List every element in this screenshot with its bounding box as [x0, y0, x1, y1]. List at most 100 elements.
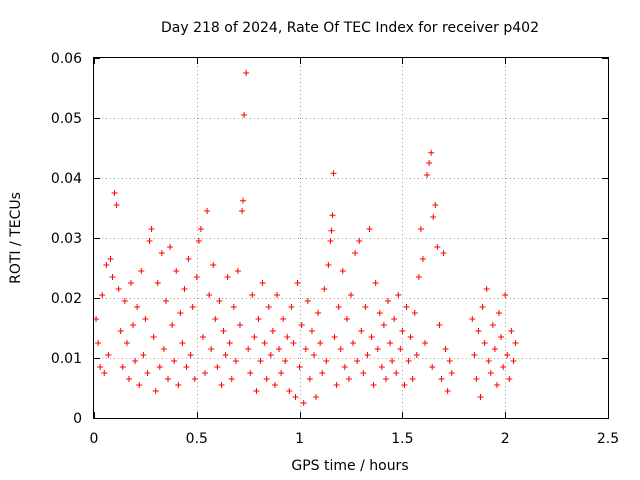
data-point	[111, 190, 118, 196]
data-point	[253, 388, 260, 394]
data-point	[290, 340, 297, 346]
data-point	[165, 376, 172, 382]
data-point	[146, 238, 153, 244]
y-tick-label: 0.05	[51, 111, 82, 127]
data-point	[140, 352, 147, 358]
data-point	[103, 262, 110, 268]
data-point	[156, 364, 163, 370]
data-point	[93, 316, 100, 322]
data-point	[95, 340, 102, 346]
data-point	[109, 274, 116, 280]
data-point	[239, 208, 246, 214]
data-point	[407, 334, 414, 340]
data-point	[325, 262, 332, 268]
data-point	[284, 334, 291, 340]
y-tick-label: 0	[73, 411, 82, 427]
data-point	[99, 292, 106, 298]
data-point	[302, 346, 309, 352]
data-point	[493, 382, 500, 388]
data-point	[335, 304, 342, 310]
y-tick-label: 0.06	[51, 51, 82, 67]
data-point	[354, 358, 361, 364]
data-point	[391, 316, 398, 322]
data-point	[428, 149, 435, 156]
data-point	[132, 358, 139, 364]
data-point	[276, 346, 283, 352]
data-point	[313, 394, 320, 400]
data-point	[345, 376, 352, 382]
data-point	[348, 292, 354, 298]
data-point	[504, 352, 511, 358]
data-point	[498, 334, 505, 340]
data-point	[121, 298, 128, 304]
x-tick-label: 1.5	[391, 431, 413, 447]
data-point	[315, 310, 322, 316]
data-point	[419, 256, 426, 262]
data-point	[187, 352, 194, 358]
data-point	[327, 238, 334, 244]
data-point	[360, 370, 367, 376]
data-point	[169, 322, 176, 328]
data-point	[267, 352, 274, 358]
data-point	[226, 340, 233, 346]
y-tick-label: 0.01	[51, 351, 82, 367]
data-point	[329, 212, 336, 219]
chart-title: Day 218 of 2024, Rate Of TEC Index for r…	[161, 20, 539, 36]
data-point	[446, 358, 453, 364]
data-point	[401, 382, 408, 388]
data-point	[278, 370, 285, 376]
data-point	[376, 310, 383, 316]
data-point	[202, 370, 209, 376]
grid-lines	[94, 58, 608, 418]
data-point	[475, 328, 482, 334]
data-point	[117, 328, 124, 334]
data-point	[240, 197, 247, 204]
data-point	[364, 352, 371, 358]
y-tick-label: 0.03	[51, 231, 82, 247]
data-point	[222, 352, 229, 358]
data-point	[189, 304, 196, 310]
data-point	[179, 340, 186, 346]
data-point	[385, 298, 392, 304]
y-axis-label: ROTI / TECUs	[8, 192, 24, 284]
data-point	[350, 340, 357, 346]
data-point	[282, 358, 289, 364]
data-point	[368, 334, 375, 340]
data-point	[372, 280, 379, 286]
data-point	[273, 292, 280, 298]
data-point	[230, 304, 237, 310]
x-tick-label: 1	[295, 431, 304, 447]
data-point	[269, 328, 276, 334]
data-point	[259, 280, 266, 286]
x-tick-label: 2.5	[597, 431, 619, 447]
data-point	[136, 382, 143, 388]
data-point	[228, 376, 235, 382]
data-point	[382, 376, 389, 382]
data-point	[352, 250, 359, 256]
data-point	[204, 208, 211, 214]
data-point	[206, 292, 213, 298]
data-point	[193, 274, 200, 280]
data-point	[387, 340, 394, 346]
data-point	[378, 364, 385, 370]
data-point	[173, 268, 180, 274]
data-point	[214, 364, 221, 370]
data-point	[150, 334, 157, 340]
plot-frame	[93, 57, 609, 419]
data-point	[167, 244, 174, 250]
data-point	[212, 316, 219, 322]
data-point	[245, 346, 252, 352]
data-point	[328, 227, 335, 234]
data-point	[300, 400, 307, 406]
data-point	[491, 346, 498, 352]
data-point	[171, 358, 178, 364]
data-point	[438, 376, 445, 382]
data-point	[397, 346, 404, 352]
y-tick-label: 0.02	[51, 291, 82, 307]
data-point	[177, 310, 184, 316]
data-point	[370, 382, 377, 388]
data-point	[405, 358, 412, 364]
data-point	[160, 346, 167, 352]
data-point	[403, 304, 410, 310]
